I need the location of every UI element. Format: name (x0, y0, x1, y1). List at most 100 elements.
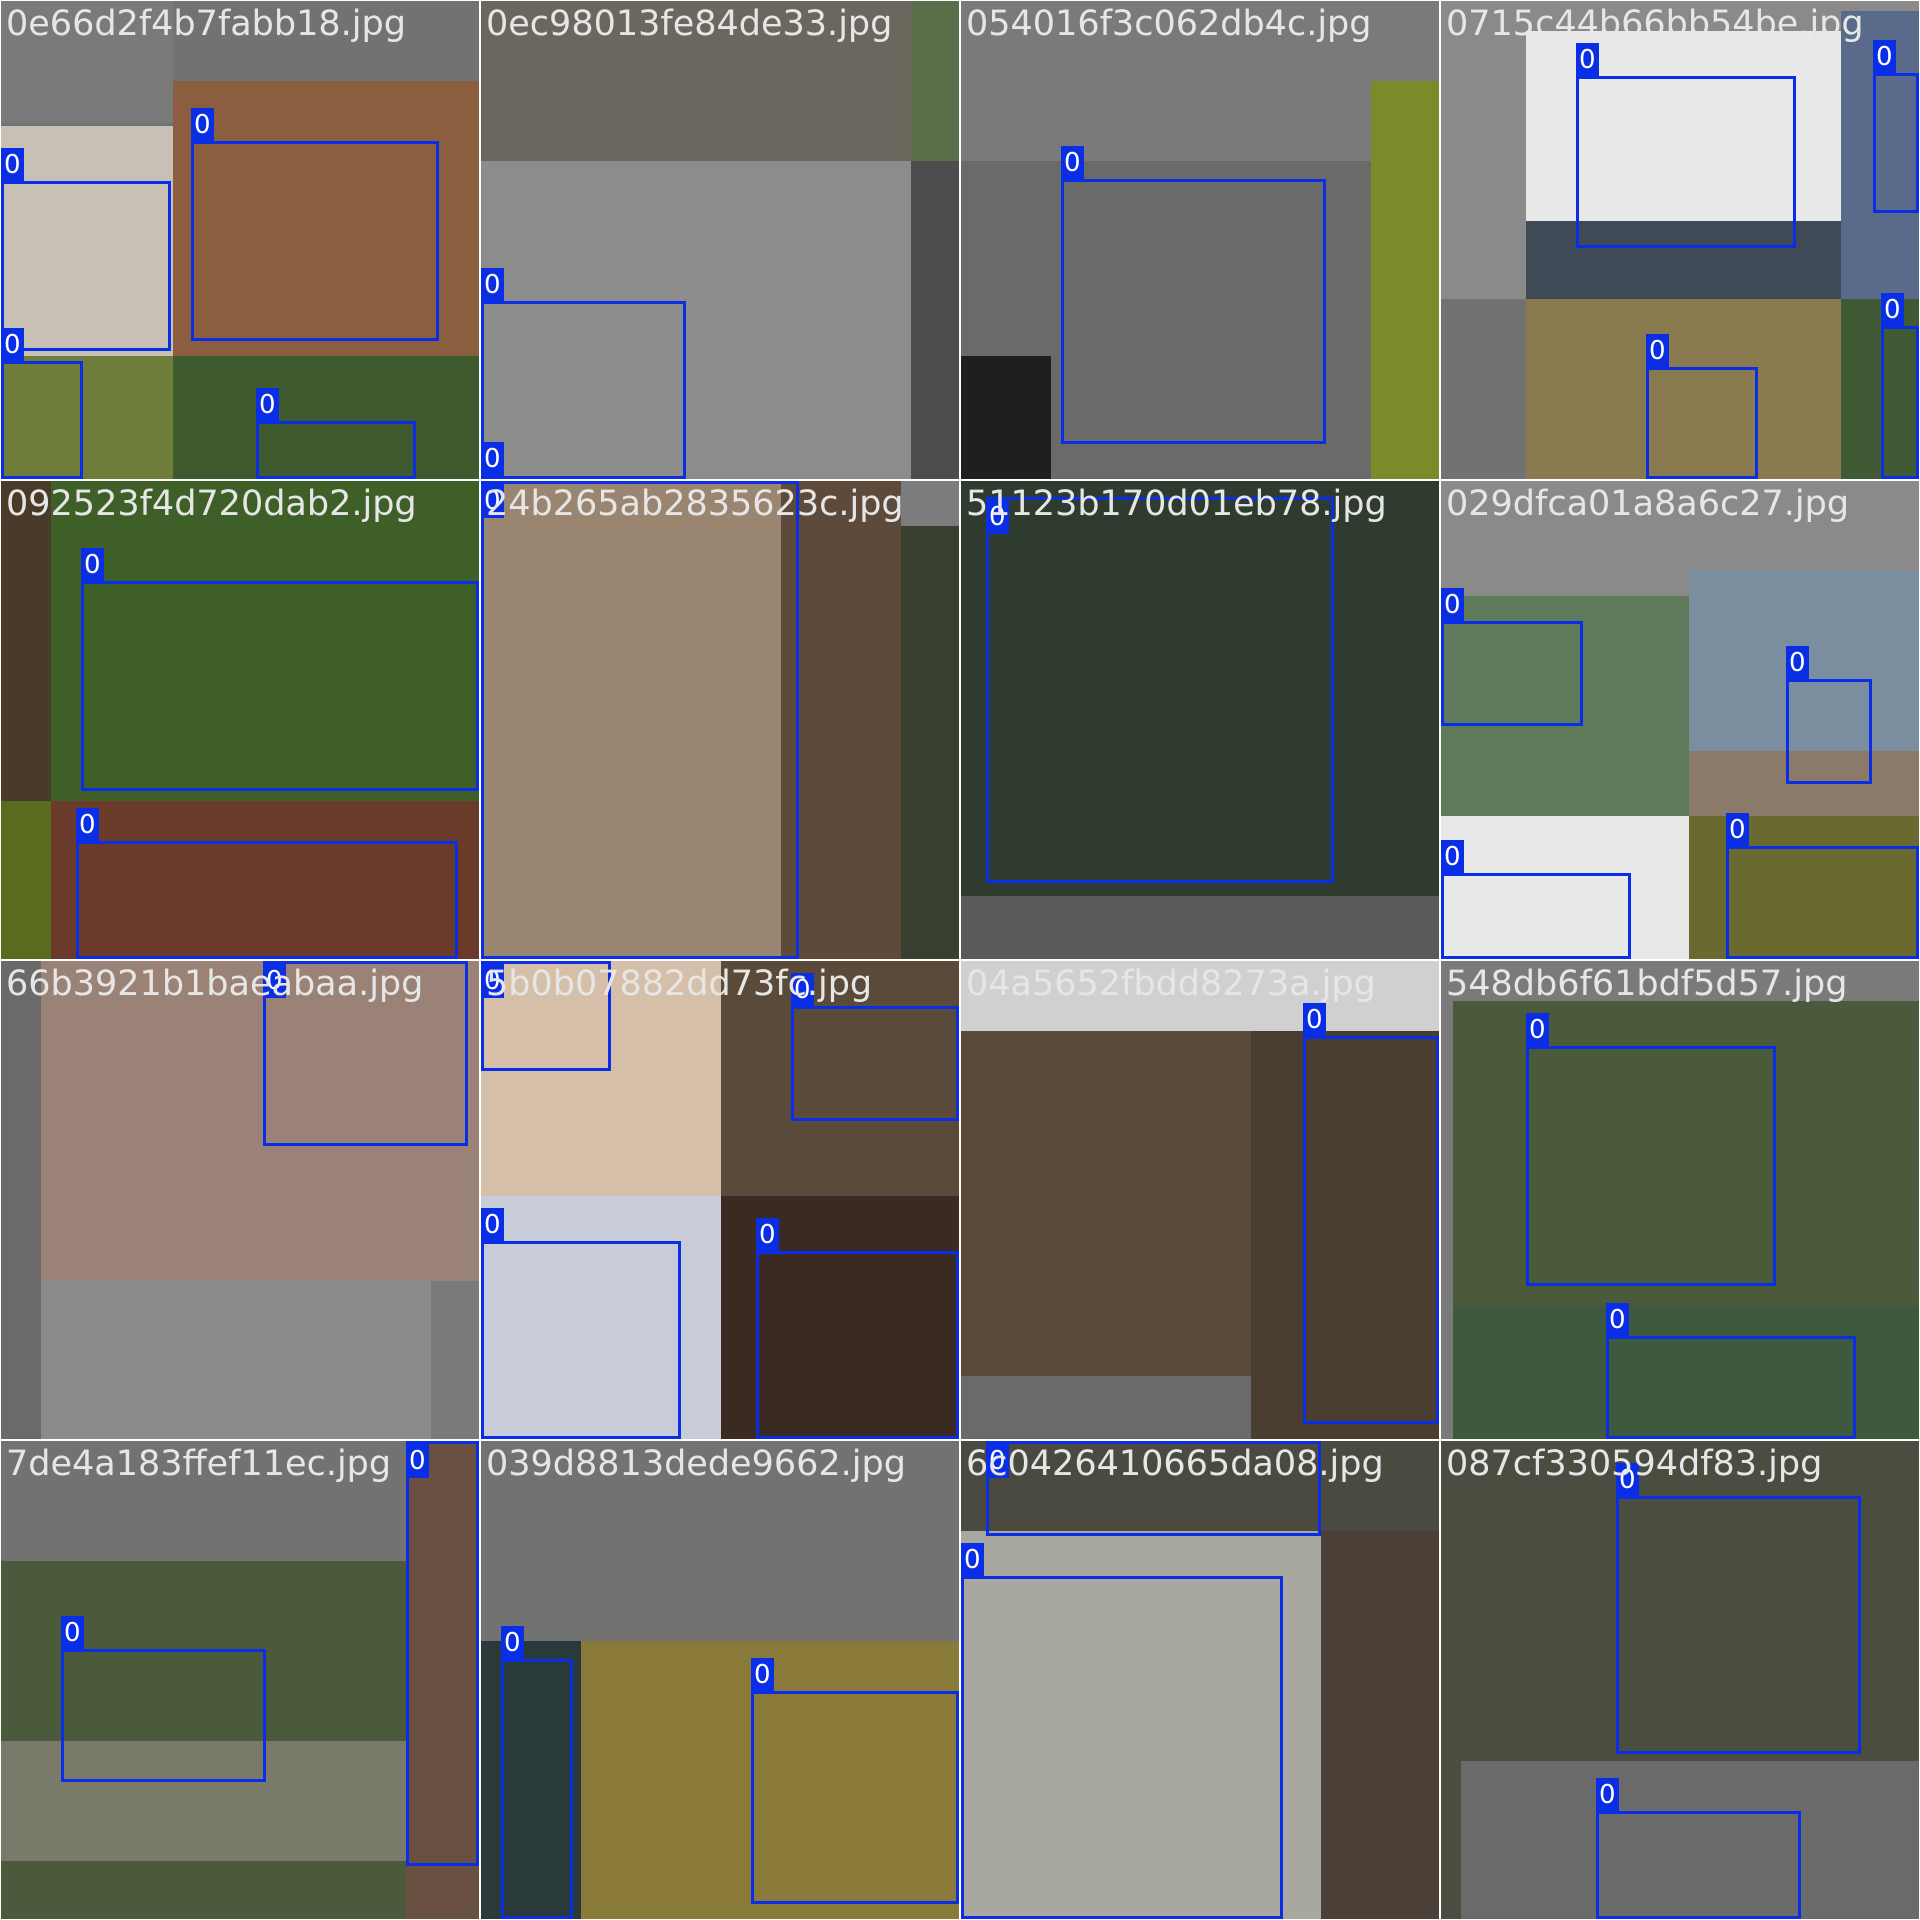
tile-filename: 092523f4d720dab2.jpg (6, 484, 417, 524)
class-label: 0 (1441, 840, 1464, 874)
mosaic-tile: 0 51123b170d01eb78.jpg (961, 481, 1439, 959)
class-label: 0 (1646, 334, 1669, 368)
class-label: 0 (76, 808, 99, 842)
bounding-box: 0 (256, 388, 416, 479)
class-label: 0 (501, 1626, 524, 1660)
image-crop (911, 161, 959, 479)
tile-filename: 087cf330594df83.jpg (1446, 1444, 1823, 1484)
bounding-box: 0 (1576, 43, 1796, 248)
class-label: 0 (751, 1658, 774, 1692)
class-label: 0 (256, 388, 279, 422)
class-label: 0 (263, 964, 286, 998)
mosaic-tile: 0 0 6c0426410665da08.jpg (961, 1441, 1439, 1919)
bounding-box: 0 (481, 442, 504, 479)
image-crop (481, 161, 911, 479)
bounding-box: 0 (1526, 1013, 1776, 1286)
mosaic-tile: 0 0 087cf330594df83.jpg (1441, 1441, 1919, 1919)
image-crop (1, 961, 41, 1439)
image-crop (1, 801, 51, 959)
bounding-box: 0 (1881, 293, 1919, 479)
class-label: 0 (406, 1444, 429, 1478)
bounding-box: 0 (481, 268, 686, 479)
class-label: 0 (81, 548, 104, 582)
bounding-box: 0 (501, 1626, 573, 1919)
class-label: 0 (1873, 40, 1896, 74)
mosaic-tile: 0 0 7de4a183ffef11ec.jpg (1, 1441, 479, 1919)
image-crop (961, 1031, 1251, 1376)
bounding-box: 0 (481, 1208, 681, 1439)
image-crop (1, 481, 51, 801)
bounding-box: 0 (1596, 1778, 1801, 1919)
tile-filename: 039d8813dede9662.jpg (486, 1444, 906, 1484)
tile-filename: 548db6f61bdf5d57.jpg (1446, 964, 1848, 1004)
bounding-box: 0 (1061, 146, 1326, 444)
image-crop (41, 1281, 431, 1439)
image-crop (901, 526, 959, 959)
image-crop (1441, 816, 1689, 959)
mosaic-tile: 0 24b265ab2835623c.jpg (481, 481, 959, 959)
bounding-box: 0 (961, 1543, 1283, 1919)
class-label: 0 (481, 964, 504, 998)
class-label: 0 (1303, 1003, 1326, 1037)
bounding-box: 0 (1, 148, 171, 351)
tile-filename: 0ec98013fe84de33.jpg (486, 4, 893, 44)
image-crop (481, 1, 911, 161)
bounding-box: 0 (1303, 1003, 1439, 1424)
image-crop (961, 1531, 1321, 1919)
class-label: 0 (986, 1444, 1009, 1478)
image-crop (961, 961, 1439, 1031)
image-crop (1, 356, 173, 479)
bounding-box: 0 (1616, 1463, 1861, 1754)
image-crop (173, 356, 479, 479)
class-label: 0 (1616, 1463, 1639, 1497)
image-crop (431, 1281, 479, 1439)
bounding-box: 0 (1441, 588, 1583, 726)
bounding-box: 0 (191, 108, 439, 341)
tile-filename: 029dfca01a8a6c27.jpg (1446, 484, 1850, 524)
bounding-box: 0 (986, 1441, 1321, 1536)
bounding-box: 0 (76, 808, 458, 959)
bounding-box: 0 (481, 961, 611, 1071)
image-crop (1, 1741, 406, 1861)
tile-filename: 054016f3c062db4c.jpg (966, 4, 1372, 44)
mosaic-tile: 0 0 0 0 5b0b07882dd73fc.jpg (481, 961, 959, 1439)
image-crop (1, 1, 173, 123)
image-crop (481, 1641, 581, 1919)
bounding-box: 0 (81, 548, 479, 791)
class-label: 0 (1726, 813, 1749, 847)
tile-filename: 5b0b07882dd73fc.jpg (486, 964, 873, 1004)
bounding-box: 0 (756, 1218, 959, 1439)
class-label: 0 (481, 1208, 504, 1242)
image-crop (961, 481, 1439, 896)
class-label: 0 (1, 148, 24, 182)
mosaic-tile: 0 0 0 0 0e66d2f4b7fabb18.jpg (1, 1, 479, 479)
image-crop (961, 896, 1439, 959)
bounding-box: 0 (1441, 840, 1631, 959)
image-crop (1, 481, 479, 801)
class-label: 0 (1881, 293, 1904, 327)
bounding-box: 0 (791, 973, 959, 1121)
class-label: 0 (1061, 146, 1084, 180)
image-crop (781, 481, 901, 959)
bounding-box: 0 (1, 328, 83, 479)
image-crop (481, 961, 721, 1196)
image-crop (51, 801, 479, 959)
class-label: 0 (481, 442, 504, 476)
mosaic-tile: 0 054016f3c062db4c.jpg (961, 1, 1439, 479)
image-crop (1526, 299, 1841, 479)
class-label: 0 (1, 328, 24, 362)
class-label: 0 (481, 484, 504, 518)
image-crop (1441, 596, 1689, 816)
image-crop (481, 1196, 721, 1439)
bounding-box: 0 (263, 961, 468, 1146)
tile-filename: 6c0426410665da08.jpg (966, 1444, 1384, 1484)
class-label: 0 (1526, 1013, 1549, 1047)
tile-filename: 0e66d2f4b7fabb18.jpg (6, 4, 406, 44)
mosaic-tile: 0 0 548db6f61bdf5d57.jpg (1441, 961, 1919, 1439)
image-crop (961, 356, 1051, 479)
image-crop (1841, 299, 1919, 479)
class-label: 0 (1606, 1303, 1629, 1337)
class-label: 0 (481, 268, 504, 302)
bounding-box: 0 (986, 497, 1334, 883)
image-crop (1251, 1031, 1439, 1439)
